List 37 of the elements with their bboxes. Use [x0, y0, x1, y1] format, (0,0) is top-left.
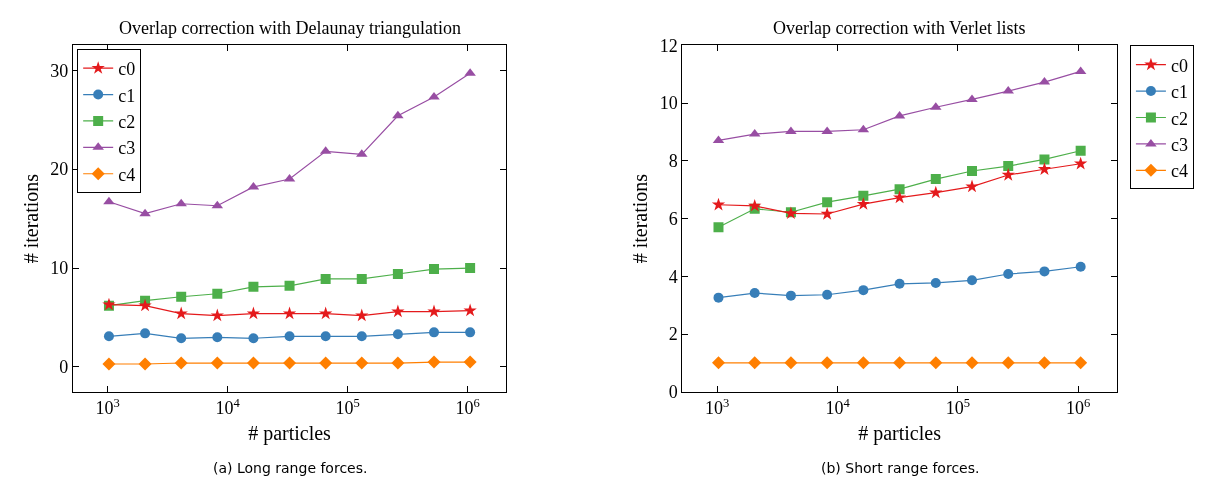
y-tick-label: 30: [50, 60, 69, 81]
x-tick-label: 10$^{6}$: [455, 395, 480, 419]
y-axis-title: # iterations: [19, 173, 42, 264]
x-axis-title: # particles: [858, 421, 942, 445]
x-tick-label: 10$^{3}$: [95, 395, 120, 419]
y-tick-label: 20: [50, 159, 69, 180]
y-axis-title: # iterations: [629, 173, 652, 264]
chart-title: Overlap correction with Verlet lists: [773, 18, 1026, 38]
legend-label: c2: [1170, 108, 1188, 129]
text: (b) Short range forces.: [821, 460, 980, 476]
x-tick-label: 10$^{6}$: [1066, 395, 1091, 419]
x-axis-title: # particles: [248, 421, 332, 445]
legend-label: c1: [118, 85, 136, 106]
y-tick-label: 6: [668, 208, 678, 229]
chart-title: Overlap correction with Delaunay triangulation: [119, 18, 461, 38]
y-tick-label: 0: [59, 357, 69, 378]
text: (a) Long range forces.: [213, 460, 368, 476]
x-tick-label: 10$^{3}$: [705, 395, 730, 419]
x-tick-label: 10$^{5}$: [945, 395, 971, 419]
legend-label: c0: [1170, 55, 1188, 76]
y-tick-label: 2: [668, 324, 678, 345]
legend-label: c4: [118, 164, 136, 185]
y-tick-label: 0: [668, 382, 678, 403]
x-tick-label: 10$^{4}$: [825, 395, 851, 419]
y-tick-label: 4: [668, 266, 678, 287]
y-tick-label: 12: [659, 35, 678, 56]
legend-label: c3: [118, 138, 136, 159]
legend-label: c1: [1170, 82, 1188, 103]
y-tick-label: 8: [668, 151, 678, 172]
y-tick-label: 10: [659, 93, 678, 114]
legend-label: c0: [118, 59, 136, 80]
y-tick-label: 10: [50, 258, 69, 279]
x-tick-label: 10$^{5}$: [335, 395, 360, 419]
x-tick-label: 10$^{4}$: [215, 395, 241, 419]
legend-label: c3: [1170, 134, 1188, 155]
legend-label: c2: [118, 111, 136, 132]
legend-label: c4: [1170, 161, 1188, 182]
